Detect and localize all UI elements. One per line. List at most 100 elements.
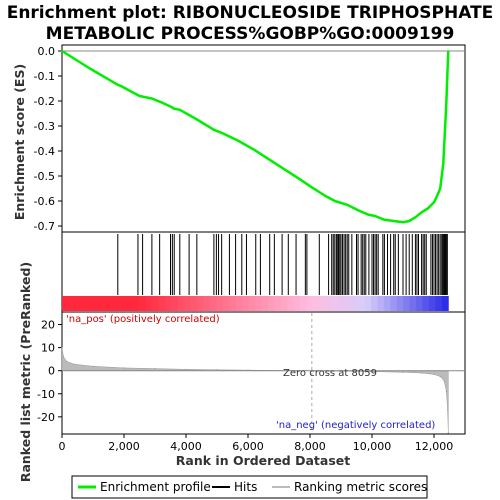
neg-correlated-label: 'na_neg' (negatively correlated) — [276, 420, 435, 431]
enrichment-profile-point — [138, 95, 141, 97]
ranking-color-bar-segment — [248, 296, 256, 311]
ranking-color-bar-segment — [306, 296, 314, 311]
ranking-color-bar-segment — [441, 296, 449, 311]
es-y-tick-label: -0.4 — [34, 145, 55, 158]
ranking-color-bar-segment — [351, 296, 359, 311]
ranking-color-bar-segment — [216, 296, 224, 311]
ranking-color-bar-segment — [158, 296, 166, 311]
metric-y-tick-label: -10 — [37, 388, 55, 401]
es-panel-frame — [61, 44, 466, 233]
enrichment-profile-point — [442, 162, 445, 165]
ranking-color-bar-segment — [319, 296, 327, 311]
enrichment-profile-point — [402, 221, 404, 224]
metric-panel: 20 10 0 -10 -20 0 2,000 4,000 6,000 8,000 10,000 12… — [37, 313, 465, 453]
ranking-color-bar-segment — [165, 296, 172, 311]
ranking-color-bar-segment — [338, 296, 346, 311]
x-tick-label: 0 — [59, 440, 66, 453]
ranking-metric-point — [123, 367, 125, 369]
enrichment-profile-point — [374, 215, 376, 217]
ranking-color-bar-segment — [358, 296, 366, 311]
ranking-color-bar-segment — [197, 296, 205, 311]
enrichment-profile-point — [433, 201, 435, 204]
enrichment-profile-point — [160, 101, 162, 104]
ranking-color-bar-segment — [139, 296, 147, 311]
enrichment-profile-point — [324, 195, 327, 197]
ranking-color-bar-segment — [403, 296, 411, 311]
pos-correlated-label: 'na_pos' (positively correlated) — [66, 314, 220, 325]
x-tick-label: 4,000 — [170, 440, 202, 453]
ranking-metric-point — [61, 347, 63, 349]
ranking-metric-point — [421, 372, 423, 374]
es-y-tick-label: -0.6 — [34, 195, 55, 208]
enrichment-profile-point — [194, 117, 197, 120]
enrichment-profile-point — [427, 207, 429, 210]
ranking-color-bar-segment — [132, 296, 140, 311]
ranking-color-bar-segment — [416, 296, 424, 311]
es-y-axis-label: Enrichment score (ES) — [12, 64, 27, 220]
enrichment-profile-point — [444, 132, 446, 135]
enrichment-profile-point — [120, 85, 122, 87]
enrichment-profile-point — [447, 50, 450, 52]
ranking-metric-point — [185, 368, 187, 370]
enrichment-profile-point — [213, 128, 215, 131]
ranking-color-bar-segment — [435, 296, 443, 311]
ranking-color-bar-segment — [332, 296, 340, 311]
ranking-metric-point — [66, 360, 68, 363]
ranking-metric-point — [73, 363, 75, 365]
ranking-color-bar-segment — [74, 296, 82, 311]
ranking-color-bar-segment — [345, 296, 353, 311]
es-y-tick-label: -0.5 — [34, 170, 55, 183]
metric-y-tick-label: 0 — [48, 365, 55, 378]
metric-y-tick-label: -20 — [37, 411, 55, 424]
enrichment-profile-point — [268, 158, 271, 161]
metric-y-tick-label: 20 — [41, 319, 55, 332]
ranking-color-bar-segment — [190, 296, 198, 311]
ranking-color-bar-segment — [280, 296, 288, 311]
chart-title-line-2: METABOLIC PROCESS%GOBP%GO:0009199 — [46, 24, 455, 44]
enrichment-profile-point — [253, 148, 255, 151]
ranking-metric-point — [447, 432, 449, 434]
enrichment-profile-point — [436, 195, 438, 197]
ranking-metric-point — [433, 373, 435, 375]
x-tick-label: 2,000 — [108, 440, 140, 453]
legend-label-hits: Hits — [234, 480, 257, 494]
enrichment-profile-point — [420, 211, 423, 214]
enrichment-profile-point — [311, 186, 313, 189]
es-y-tick-label: -0.7 — [34, 220, 55, 233]
ranking-color-bar-segment — [87, 296, 95, 311]
ranking-color-bar-segment — [203, 296, 211, 311]
ranking-color-bar-segment — [261, 296, 269, 311]
ranking-color-bar-segment — [62, 296, 69, 311]
ranking-color-bar-segment — [396, 296, 404, 311]
ranking-color-bar-segment — [171, 296, 179, 311]
legend: Enrichment profile Hits Ranking metric s… — [71, 475, 428, 499]
ranking-color-bar-segment — [371, 296, 378, 311]
enrichment-profile-point — [446, 75, 449, 77]
ranking-color-bar-segment — [68, 296, 76, 311]
ranking-metric-point — [445, 390, 447, 393]
enrichment-profile-point — [237, 140, 240, 142]
enrichment-profile-point — [414, 216, 417, 219]
enrichment-profile-point — [408, 220, 411, 222]
ranking-metric-point — [371, 371, 373, 373]
ranking-metric-point — [402, 371, 404, 373]
ranking-metric-point — [62, 356, 65, 358]
ranking-color-bar-segment — [422, 296, 430, 311]
enrichment-profile-point — [172, 107, 175, 110]
enrichment-profile-point — [392, 220, 395, 222]
ranking-color-bar-segment — [293, 296, 301, 311]
enrichment-profile-point — [299, 178, 302, 181]
metric-y-tick-label: 10 — [41, 342, 55, 355]
x-tick-label: 12,000 — [415, 440, 454, 453]
enrichment-profile-point — [179, 108, 181, 111]
ranking-color-bar-segment — [325, 296, 333, 311]
es-y-tick-label: -0.1 — [34, 70, 55, 83]
ranking-color-bar-segment — [242, 296, 250, 311]
enrichment-profile-point — [151, 97, 153, 100]
enrichment-profile-point — [346, 203, 349, 206]
enrichment-profile-point — [284, 168, 287, 171]
enrichment-profile-point — [61, 50, 63, 52]
ranking-color-bar-segment — [428, 296, 436, 311]
ranking-metric-point — [447, 409, 449, 411]
ranking-metric-point — [439, 375, 441, 378]
